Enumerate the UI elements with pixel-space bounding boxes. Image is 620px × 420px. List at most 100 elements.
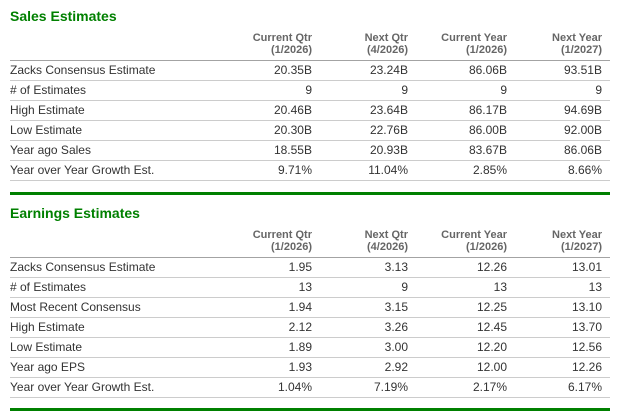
column-header-spacer bbox=[10, 227, 216, 258]
column-header-period: (1/2027) bbox=[561, 44, 602, 56]
cell-value: 13 bbox=[507, 277, 610, 298]
column-header-period: (1/2027) bbox=[561, 241, 602, 253]
cell-value: 93.51B bbox=[507, 60, 610, 81]
cell-value: 12.56 bbox=[507, 337, 610, 358]
column-header-label: Next Year bbox=[552, 229, 602, 241]
cell-value: 12.26 bbox=[507, 357, 610, 378]
cell-value: 12.25 bbox=[408, 297, 507, 318]
cell-value: 22.76B bbox=[312, 120, 408, 141]
table-row: # of Estimates 9 9 9 9 bbox=[10, 80, 610, 101]
row-label: Zacks Consensus Estimate bbox=[10, 60, 216, 81]
column-header-period: (1/2026) bbox=[466, 241, 507, 253]
cell-value: 1.95 bbox=[216, 257, 312, 278]
cell-value: 2.12 bbox=[216, 317, 312, 338]
cell-value: 3.00 bbox=[312, 337, 408, 358]
cell-value: 20.93B bbox=[312, 140, 408, 161]
table-row: Year ago EPS 1.93 2.92 12.00 12.26 bbox=[10, 357, 610, 378]
cell-value: 9 bbox=[312, 277, 408, 298]
cell-value: 20.46B bbox=[216, 100, 312, 121]
cell-value: 94.69B bbox=[507, 100, 610, 121]
column-header: Current Qtr (1/2026) bbox=[216, 30, 312, 61]
column-header: Next Qtr (4/2026) bbox=[312, 227, 408, 258]
column-header: Next Year (1/2027) bbox=[507, 227, 610, 258]
row-label: Most Recent Consensus bbox=[10, 297, 216, 318]
section-divider bbox=[10, 192, 610, 195]
column-header-row: Current Qtr (1/2026) Next Qtr (4/2026) Curre… bbox=[10, 30, 610, 61]
table-row: High Estimate 20.46B 23.64B 86.17B 94.69B bbox=[10, 100, 610, 121]
cell-value: 13 bbox=[216, 277, 312, 298]
table-row: Zacks Consensus Estimate 1.95 3.13 12.26 13.… bbox=[10, 257, 610, 278]
cell-value: 86.17B bbox=[408, 100, 507, 121]
row-label: Year ago EPS bbox=[10, 357, 216, 378]
column-header-label: Next Qtr bbox=[364, 32, 408, 44]
row-label: Zacks Consensus Estimate bbox=[10, 257, 216, 278]
cell-value: 12.45 bbox=[408, 317, 507, 338]
row-label: Low Estimate bbox=[10, 120, 216, 141]
cell-value: 7.19% bbox=[312, 377, 408, 398]
bottom-divider bbox=[10, 408, 610, 411]
cell-value: 86.06B bbox=[507, 140, 610, 161]
cell-value: 20.30B bbox=[216, 120, 312, 141]
cell-value: 8.66% bbox=[507, 160, 610, 181]
column-header-period: (4/2026) bbox=[367, 44, 408, 56]
column-header-label: Current Qtr bbox=[252, 32, 312, 44]
column-header-period: (1/2026) bbox=[271, 241, 312, 253]
cell-value: 9 bbox=[507, 80, 610, 101]
row-label: High Estimate bbox=[10, 317, 216, 338]
table-row: Year over Year Growth Est. 9.71% 11.04% 2.8… bbox=[10, 160, 610, 181]
earnings-section-title: Earnings Estimates bbox=[10, 205, 140, 221]
column-header: Current Year (1/2026) bbox=[408, 227, 507, 258]
cell-value: 23.64B bbox=[312, 100, 408, 121]
table-row: Most Recent Consensus 1.94 3.15 12.25 13.10 bbox=[10, 297, 610, 318]
row-label: Low Estimate bbox=[10, 337, 216, 358]
cell-value: 2.92 bbox=[312, 357, 408, 378]
cell-value: 9 bbox=[408, 80, 507, 101]
cell-value: 83.67B bbox=[408, 140, 507, 161]
cell-value: 3.26 bbox=[312, 317, 408, 338]
sales-section-title: Sales Estimates bbox=[10, 8, 117, 24]
cell-value: 1.93 bbox=[216, 357, 312, 378]
column-header-spacer bbox=[10, 30, 216, 61]
column-header-label: Next Year bbox=[552, 32, 602, 44]
row-label: High Estimate bbox=[10, 100, 216, 121]
cell-value: 92.00B bbox=[507, 120, 610, 141]
row-label: # of Estimates bbox=[10, 277, 216, 298]
table-row: Year over Year Growth Est. 1.04% 7.19% 2.17… bbox=[10, 377, 610, 398]
cell-value: 86.06B bbox=[408, 60, 507, 81]
cell-value: 3.13 bbox=[312, 257, 408, 278]
cell-value: 18.55B bbox=[216, 140, 312, 161]
column-header-period: (1/2026) bbox=[271, 44, 312, 56]
cell-value: 13.01 bbox=[507, 257, 610, 278]
cell-value: 86.00B bbox=[408, 120, 507, 141]
sales-estimates-table: Current Qtr (1/2026) Next Qtr (4/2026) Curre… bbox=[10, 30, 610, 181]
cell-value: 1.04% bbox=[216, 377, 312, 398]
cell-value: 13 bbox=[408, 277, 507, 298]
column-header: Current Year (1/2026) bbox=[408, 30, 507, 61]
sales-estimates-section: Sales Estimates Current Qtr (1/2026) Next … bbox=[10, 8, 610, 181]
cell-value: 9 bbox=[216, 80, 312, 101]
table-row: Year ago Sales 18.55B 20.93B 83.67B 86.06B bbox=[10, 140, 610, 161]
cell-value: 11.04% bbox=[312, 160, 408, 181]
cell-value: 12.26 bbox=[408, 257, 507, 278]
column-header-period: (4/2026) bbox=[367, 241, 408, 253]
row-label: Year over Year Growth Est. bbox=[10, 160, 216, 181]
column-header: Next Qtr (4/2026) bbox=[312, 30, 408, 61]
cell-value: 13.10 bbox=[507, 297, 610, 318]
cell-value: 12.00 bbox=[408, 357, 507, 378]
table-row: Low Estimate 20.30B 22.76B 86.00B 92.00B bbox=[10, 120, 610, 141]
table-row: Low Estimate 1.89 3.00 12.20 12.56 bbox=[10, 337, 610, 358]
cell-value: 1.94 bbox=[216, 297, 312, 318]
cell-value: 12.20 bbox=[408, 337, 507, 358]
column-header-label: Next Qtr bbox=[364, 229, 408, 241]
row-label: # of Estimates bbox=[10, 80, 216, 101]
table-row: High Estimate 2.12 3.26 12.45 13.70 bbox=[10, 317, 610, 338]
column-header-row: Current Qtr (1/2026) Next Qtr (4/2026) Curre… bbox=[10, 227, 610, 258]
column-header-label: Current Qtr bbox=[252, 229, 312, 241]
table-row: Zacks Consensus Estimate 20.35B 23.24B 86.0… bbox=[10, 60, 610, 81]
earnings-estimates-table: Current Qtr (1/2026) Next Qtr (4/2026) Curre… bbox=[10, 227, 610, 398]
cell-value: 6.17% bbox=[507, 377, 610, 398]
row-label: Year over Year Growth Est. bbox=[10, 377, 216, 398]
column-header: Current Qtr (1/2026) bbox=[216, 227, 312, 258]
table-row: # of Estimates 13 9 13 13 bbox=[10, 277, 610, 298]
